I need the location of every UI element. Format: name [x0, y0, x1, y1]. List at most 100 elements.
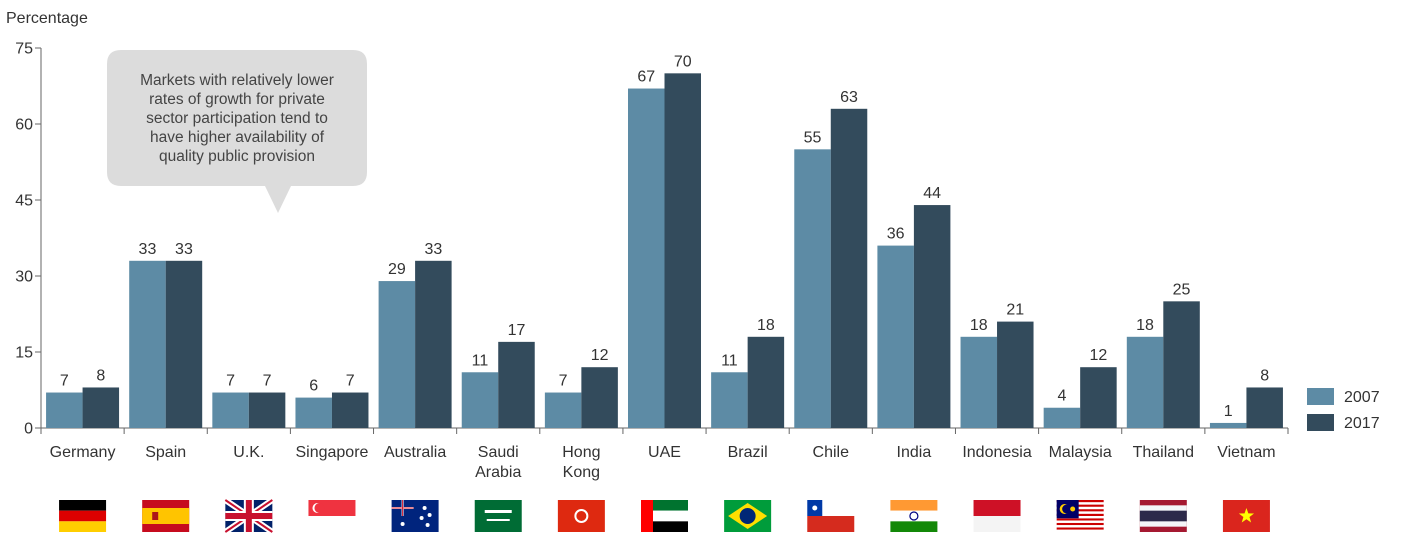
legend-swatch	[1307, 414, 1334, 431]
bar	[1043, 407, 1081, 428]
bar	[1080, 367, 1117, 428]
thailand-flag-icon	[1139, 500, 1187, 532]
x-category-label: UAE	[648, 444, 681, 461]
data-label: 18	[757, 317, 775, 334]
data-label: 8	[1260, 367, 1269, 384]
saudi-arabia-flag-icon	[474, 500, 522, 532]
bar	[378, 281, 416, 428]
x-category-label: Hong	[562, 444, 600, 461]
data-label: 70	[674, 53, 692, 70]
x-category-label: Brazil	[728, 444, 768, 461]
uae-flag-icon	[641, 500, 688, 532]
bar	[129, 260, 166, 428]
data-label: 63	[840, 89, 858, 106]
bar	[544, 392, 582, 428]
y-tick-label: 45	[15, 193, 33, 210]
y-tick-label: 30	[15, 269, 33, 286]
x-category-label: Thailand	[1133, 444, 1194, 461]
annotation-callout	[107, 50, 367, 213]
x-category-label: Australia	[384, 444, 446, 461]
bar	[747, 336, 785, 428]
chile-flag-icon	[807, 500, 855, 532]
bar	[212, 392, 249, 428]
bar	[794, 149, 831, 429]
bar	[1163, 301, 1200, 428]
bar	[664, 73, 701, 428]
data-label: 25	[1173, 281, 1191, 298]
data-label: 21	[1006, 302, 1024, 319]
data-label: 12	[591, 347, 609, 364]
x-category-label: U.K.	[233, 444, 264, 461]
x-category-label: Germany	[50, 444, 116, 461]
data-label: 7	[559, 373, 568, 390]
x-category-label: Singapore	[295, 444, 368, 461]
bar	[415, 260, 452, 428]
data-label: 33	[139, 241, 157, 258]
data-label: 33	[175, 241, 193, 258]
bars-group	[46, 73, 1283, 429]
x-category-label: India	[897, 444, 932, 461]
data-label: 33	[424, 241, 442, 258]
bar	[1246, 387, 1283, 428]
bar	[711, 372, 748, 428]
data-label: 18	[970, 317, 988, 334]
indonesia-flag-icon	[973, 500, 1021, 532]
y-tick-label: 75	[15, 41, 33, 58]
data-label: 6	[309, 378, 318, 395]
data-label: 18	[1136, 317, 1154, 334]
x-category-label: Spain	[145, 444, 186, 461]
data-label: 67	[637, 69, 655, 86]
bar	[82, 387, 120, 428]
data-label: 17	[508, 322, 526, 339]
legend: 2007 2017	[1307, 388, 1380, 432]
australia-flag-icon	[391, 500, 439, 532]
data-label: 11	[472, 352, 489, 369]
x-category-label: Arabia	[475, 464, 521, 481]
x-category-label: Kong	[563, 464, 600, 481]
germany-flag-icon	[59, 500, 107, 532]
data-label: 8	[96, 367, 105, 384]
callout-bubble	[107, 50, 367, 213]
y-axis-label: Percentage	[6, 10, 88, 27]
uk-flag-icon	[223, 497, 275, 535]
data-label: 7	[346, 373, 355, 390]
bar	[960, 336, 998, 428]
brazil-flag-icon	[724, 500, 772, 532]
bar	[46, 392, 83, 428]
bar	[295, 397, 332, 428]
x-category-label: Vietnam	[1217, 444, 1275, 461]
data-label: 7	[226, 373, 235, 390]
bar	[498, 341, 535, 428]
data-label: 12	[1090, 347, 1108, 364]
singapore-flag-icon	[308, 500, 356, 532]
data-label: 55	[804, 129, 822, 146]
bar	[461, 372, 499, 428]
data-label: 7	[60, 373, 69, 390]
data-label: 36	[887, 226, 905, 243]
x-category-label: Indonesia	[962, 444, 1031, 461]
legend-label: 2007	[1344, 389, 1380, 406]
bar	[1209, 422, 1247, 428]
legend-swatch	[1307, 388, 1334, 405]
malaysia-flag-icon	[1056, 500, 1104, 532]
vietnam-flag-icon	[1222, 500, 1270, 532]
legend-label: 2017	[1344, 415, 1380, 432]
x-category-label: Saudi	[478, 444, 519, 461]
data-label: 7	[263, 373, 272, 390]
india-flag-icon	[890, 500, 938, 532]
y-tick-label: 15	[15, 345, 33, 362]
data-label: 29	[388, 261, 406, 278]
bar	[913, 205, 951, 428]
flags-row	[59, 497, 1270, 535]
hong-kong-flag-icon	[557, 500, 605, 532]
data-label: 4	[1057, 388, 1066, 405]
bar	[331, 392, 369, 428]
data-label: 11	[721, 352, 738, 369]
bar	[997, 321, 1034, 428]
y-tick-label: 60	[15, 117, 33, 134]
data-label: 1	[1224, 403, 1233, 420]
bar	[877, 245, 914, 428]
